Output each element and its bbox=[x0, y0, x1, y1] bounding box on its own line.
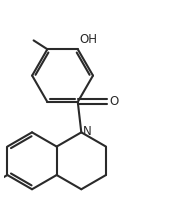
Text: O: O bbox=[109, 95, 119, 108]
Text: OH: OH bbox=[79, 33, 97, 46]
Text: N: N bbox=[83, 125, 92, 138]
